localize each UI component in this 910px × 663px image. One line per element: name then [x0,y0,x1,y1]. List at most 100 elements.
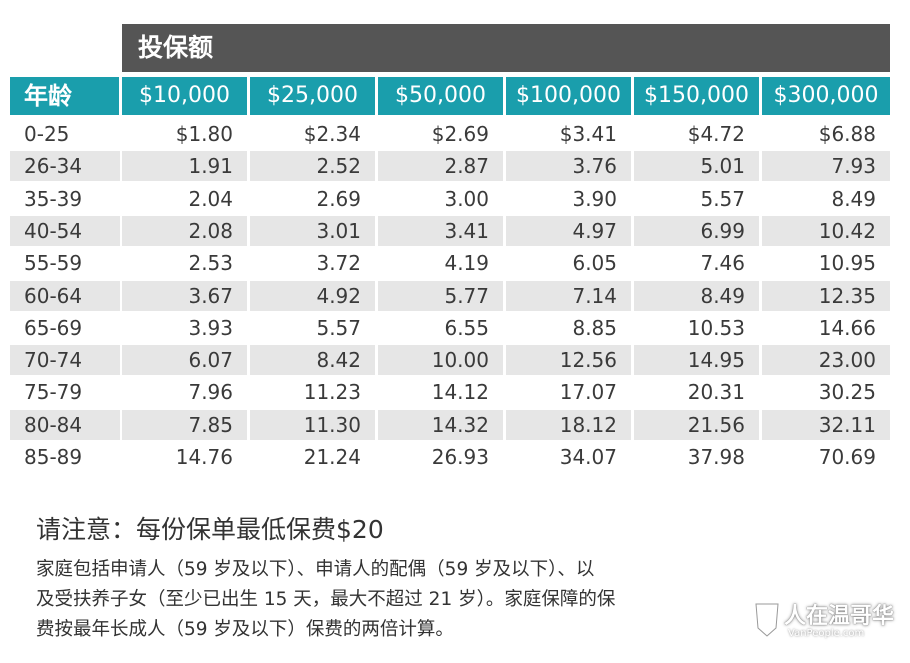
premium-cell: 8.49 [634,280,759,311]
premium-cell: 23.00 [762,345,890,376]
table-row: 80-84 7.85 11.30 14.32 18.12 21.56 32.11 [10,409,890,440]
premium-cell: 37.98 [687,445,745,469]
coverage-column-header: $150,000 [634,77,759,115]
premium-cell: 30.25 [818,380,876,405]
premium-cell: 11.23 [303,380,361,405]
premium-cell: 4.19 [444,251,489,276]
premium-cell: 3.01 [250,215,375,246]
table-row: 26-34 1.91 2.52 2.87 3.76 5.01 7.93 [10,151,890,182]
age-range-cell: 75-79 [24,380,83,405]
premium-cell: $3.41 [559,122,617,146]
table-row: 55-59 2.53 3.72 4.19 6.05 7.46 10.95 [10,248,890,278]
age-range-cell: 40-54 [10,215,120,246]
premium-cell: 12.56 [506,345,631,376]
premium-cell: 10.95 [818,251,876,276]
coverage-column-header: $100,000 [506,77,631,115]
premium-cell: $4.72 [687,122,745,146]
premium-cell: 14.66 [818,315,876,340]
premium-cell: 14.12 [431,380,489,405]
age-range-cell: 55-59 [24,251,83,276]
age-range-cell: 60-64 [10,280,120,311]
premium-cell: 1.91 [122,151,247,182]
age-range-cell: 70-74 [10,345,120,376]
premium-cell: 18.12 [506,409,631,440]
premium-cell: 3.90 [572,186,617,211]
premium-cell: 10.53 [687,315,745,340]
premium-cell: $2.69 [431,122,489,146]
premium-cell: $1.80 [175,122,233,146]
minimum-premium-note: 请注意：每份保单最低保费$20 [36,515,384,544]
watermark: 人在温哥华 VanPeople.com [752,598,902,654]
premium-cell: 7.96 [188,380,233,405]
premium-cell: 3.93 [188,315,233,340]
premium-cell: 3.67 [122,280,247,311]
premium-cell: 6.05 [572,251,617,276]
premium-cell: 12.35 [762,280,890,311]
note-line: 费按最年长成人（59 岁及以下）保费的两倍计算。 [36,619,454,640]
premium-cell: 8.49 [831,186,876,211]
premium-cell: 6.07 [122,345,247,376]
age-column-header: 年龄 [10,77,119,115]
premium-cell: 2.53 [188,251,233,276]
premium-cell: 7.93 [762,151,890,182]
premium-cell: 2.87 [378,151,503,182]
table-row: 0-25 $1.80 $2.34 $2.69 $3.41 $4.72 $6.88 [10,119,890,149]
premium-cell: 10.00 [378,345,503,376]
watermark-name: 人在温哥华 [784,604,895,629]
premium-cell: 2.52 [250,151,375,182]
premium-cell: 8.42 [250,345,375,376]
premium-cell: 14.95 [634,345,759,376]
premium-cell: 3.00 [444,186,489,211]
vanpeople-logo-icon [754,602,780,638]
premium-cell: 5.01 [634,151,759,182]
age-range-cell: 0-25 [24,122,70,146]
premium-cell: 8.85 [572,315,617,340]
premium-cell: 21.56 [634,409,759,440]
premium-cell: 6.99 [634,215,759,246]
premium-cell: 14.32 [378,409,503,440]
premium-cell: 2.04 [188,186,233,211]
age-range-cell: 26-34 [10,151,120,182]
coverage-column-header: $25,000 [250,77,375,115]
age-range-cell: 65-69 [24,315,83,340]
coverage-column-header: $300,000 [762,77,890,115]
premium-cell: 7.14 [506,280,631,311]
table-row: 65-69 3.93 5.57 6.55 8.85 10.53 14.66 [10,313,890,343]
premium-cell: 17.07 [559,380,617,405]
table-row: 60-64 3.67 4.92 5.77 7.14 8.49 12.35 [10,280,890,311]
premium-cell: $2.34 [303,122,361,146]
age-range-cell: 85-89 [24,445,83,469]
premium-cell: 21.24 [303,445,361,469]
premium-cell: 3.72 [316,251,361,276]
table-row: 35-39 2.04 2.69 3.00 3.90 5.57 8.49 [10,184,890,214]
coverage-column-header: $10,000 [122,77,247,115]
age-range-cell: 35-39 [24,186,83,211]
premium-cell: 6.55 [444,315,489,340]
premium-cell: 32.11 [762,409,890,440]
table-row: 75-79 7.96 11.23 14.12 17.07 20.31 30.25 [10,377,890,407]
premium-cell: 2.08 [122,215,247,246]
premium-cell: 2.69 [316,186,361,211]
premium-cell: 4.97 [506,215,631,246]
premium-cell: 3.76 [506,151,631,182]
premium-cell: 7.46 [700,251,745,276]
premium-cell: 3.41 [378,215,503,246]
table-row: 85-89 14.76 21.24 26.93 34.07 37.98 70.69 [10,442,890,472]
note-line: 及受扶养子女（至少已出生 15 天，最大不超过 21 岁）。家庭保障的保 [36,589,616,610]
age-range-cell: 80-84 [10,409,120,440]
coverage-column-header: $50,000 [378,77,503,115]
premium-cell: 5.57 [316,315,361,340]
premium-cell: $6.88 [818,122,876,146]
premium-cell: 14.76 [175,445,233,469]
note-line: 家庭包括申请人（59 岁及以下）、申请人的配偶（59 岁及以下）、以 [36,559,595,580]
premium-cell: 34.07 [559,445,617,469]
premium-cell: 11.30 [250,409,375,440]
premium-cell: 70.69 [818,445,876,469]
family-coverage-note: 家庭包括申请人（59 岁及以下）、申请人的配偶（59 岁及以下）、以 及受扶养子… [36,555,786,645]
table-row: 70-74 6.07 8.42 10.00 12.56 14.95 23.00 [10,345,890,376]
premium-cell: 5.77 [378,280,503,311]
premium-cell: 7.85 [122,409,247,440]
table-row: 40-54 2.08 3.01 3.41 4.97 6.99 10.42 [10,215,890,246]
watermark-site: VanPeople.com [788,628,865,639]
